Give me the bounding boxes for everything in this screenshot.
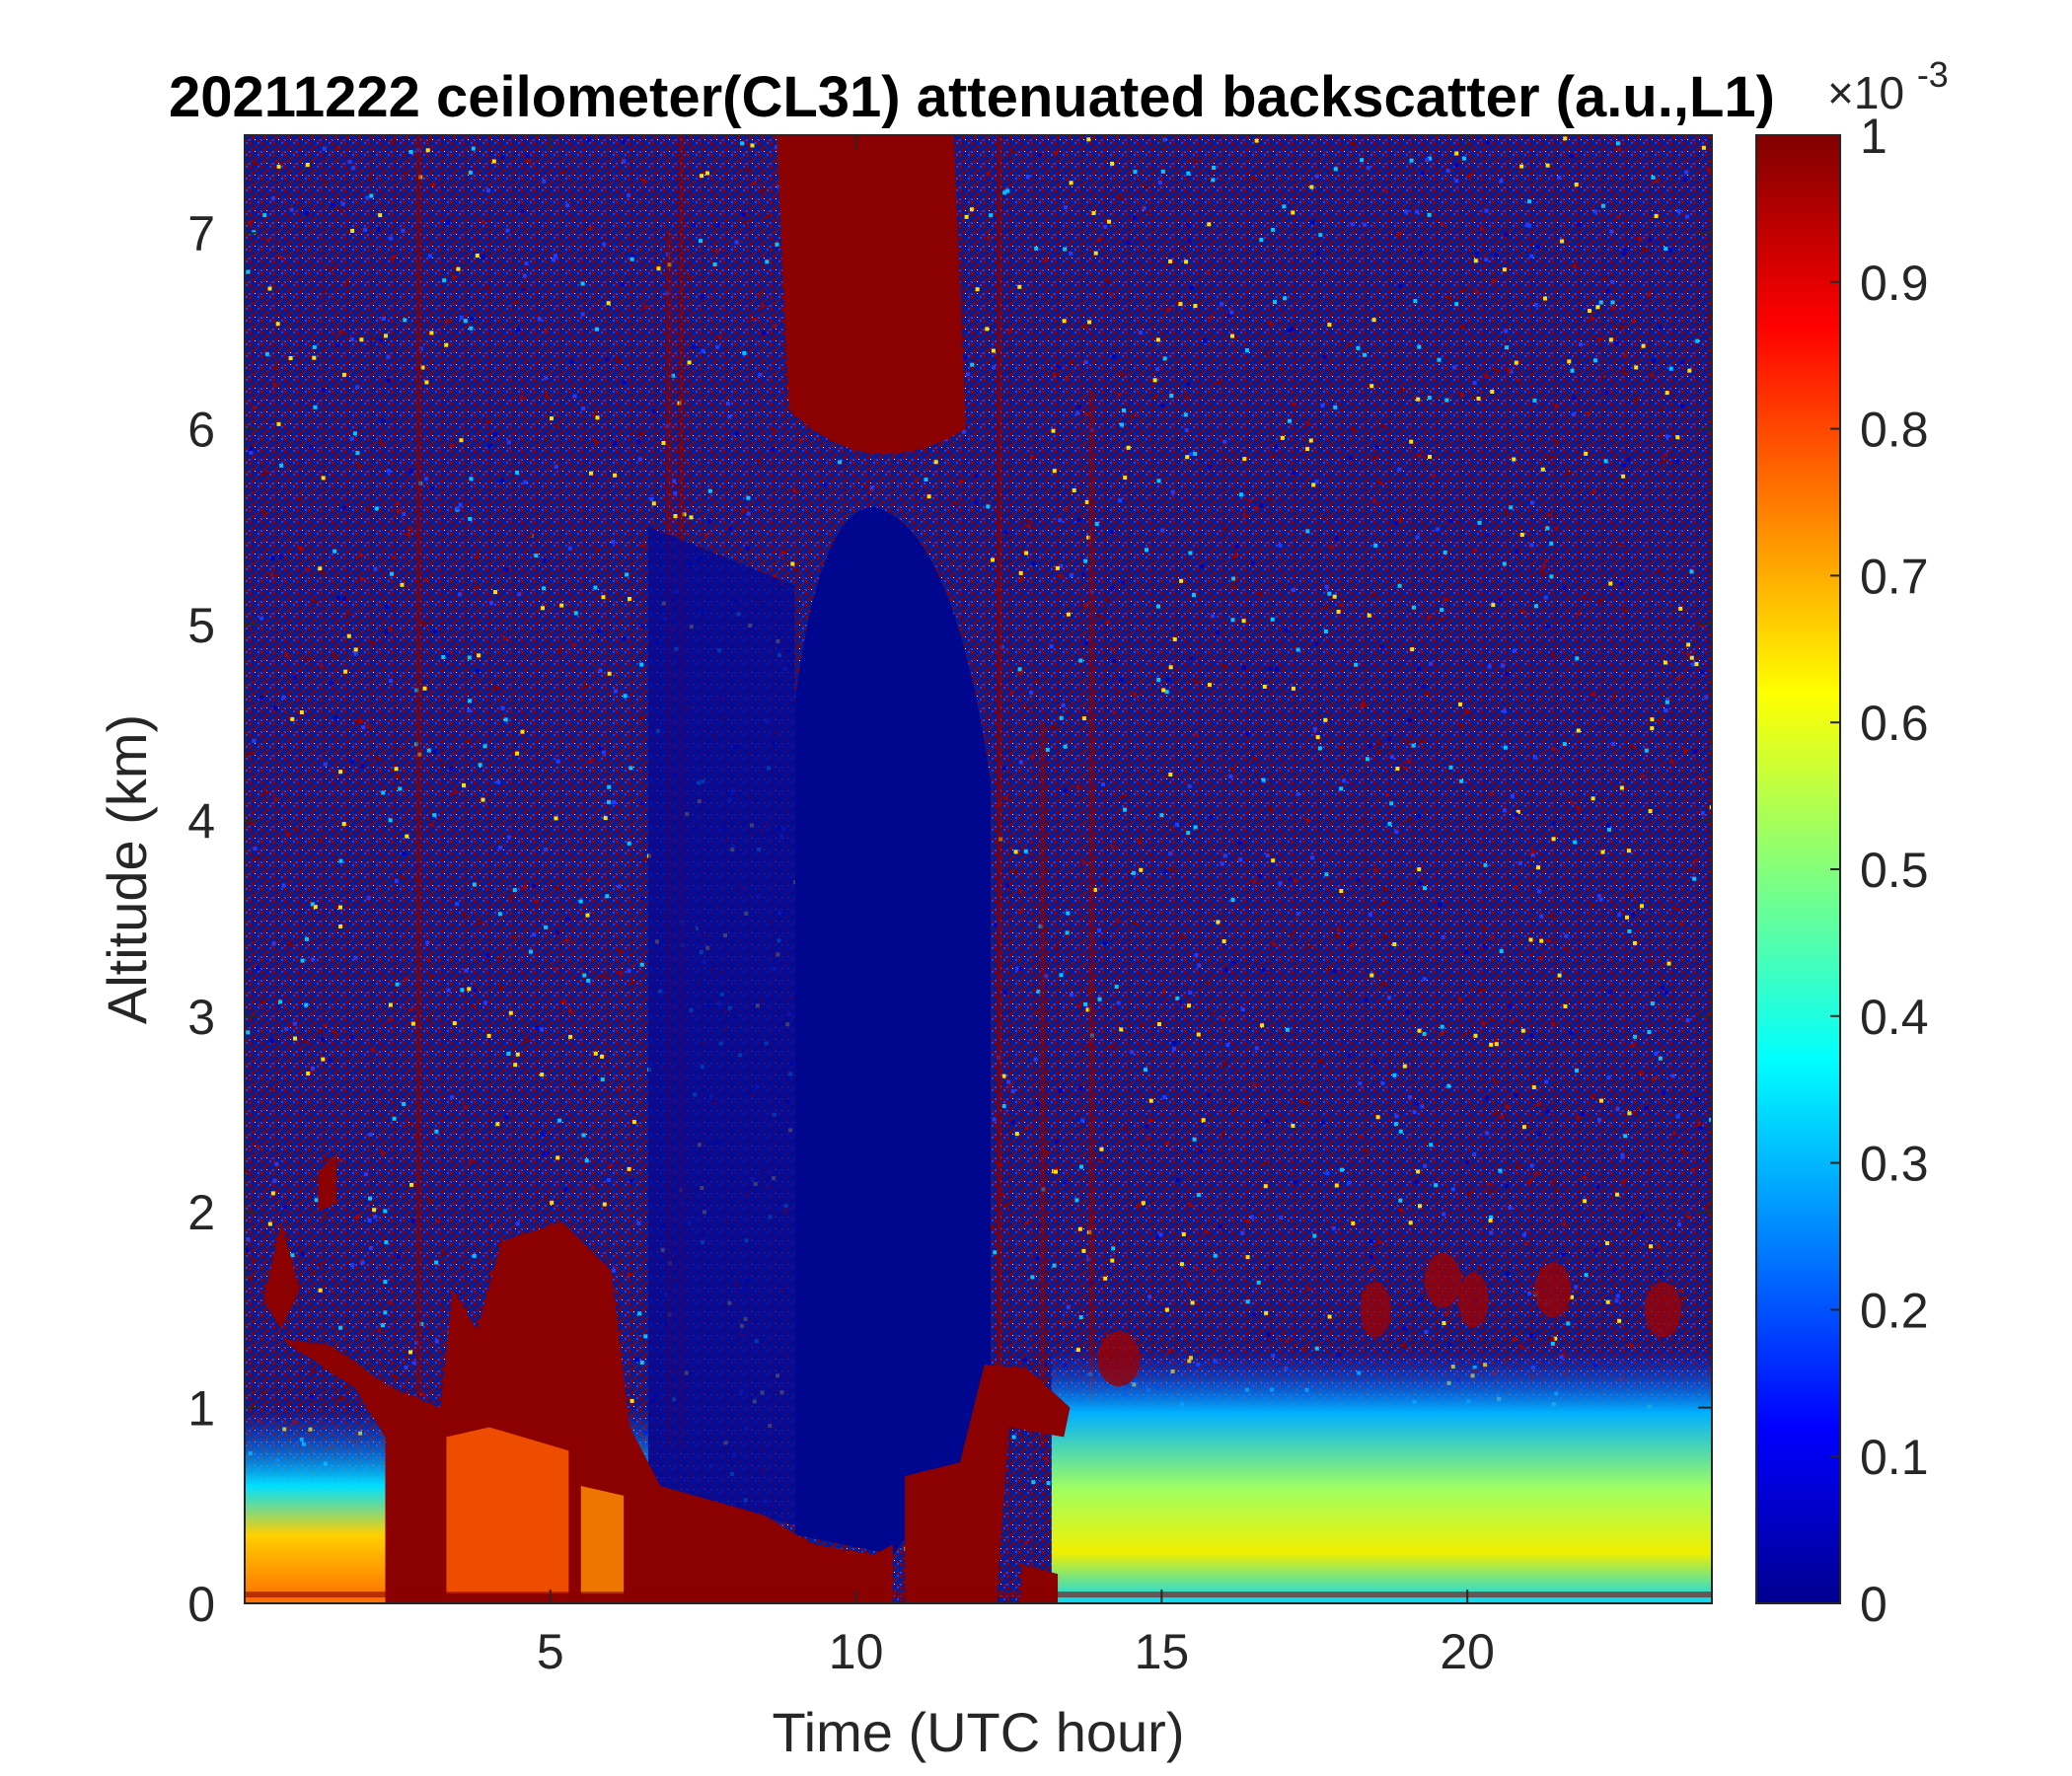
y-tick-label: 4 <box>187 793 215 849</box>
y-axis-label: Altitude (km) <box>96 714 158 1024</box>
colorbar-multiplier-exponent: -3 <box>1917 54 1949 95</box>
colorbar-tick-label: 0.6 <box>1860 696 1929 751</box>
elevated-cloud-patches <box>1097 1252 1681 1386</box>
y-tick-label: 3 <box>187 990 215 1045</box>
colorbar: 0 0.1 0.2 0.3 0.4 0.5 0.6 0.7 0.8 0.9 1 ×10 -3 <box>1755 54 1949 1632</box>
chart-title: 20211222 ceilometer(CL31) attenuated bac… <box>169 65 1775 129</box>
cloud-returns-left <box>262 1152 893 1603</box>
y-axis: 0 1 2 3 4 5 6 7 <box>187 206 1712 1632</box>
x-tick-label: 10 <box>829 1624 884 1679</box>
heatmap-plot-area <box>245 135 1712 1603</box>
y-tick-label: 1 <box>187 1381 215 1437</box>
colorbar-multiplier: ×10 -3 <box>1827 54 1949 118</box>
colorbar-tick-label: 0.1 <box>1860 1430 1929 1485</box>
colorbar-tick-label: 0.9 <box>1860 256 1929 311</box>
colorbar-tick-label: 0.4 <box>1860 990 1929 1045</box>
colorbar-multiplier-base: ×10 <box>1827 67 1904 118</box>
colorbar-tick-label: 0.2 <box>1860 1283 1929 1338</box>
x-axis: 5 10 15 20 <box>537 135 1495 1679</box>
saturated-upper-column <box>777 135 967 455</box>
colorbar-tick-label: 0.7 <box>1860 549 1929 604</box>
plot-frame <box>244 134 1713 1604</box>
colorbar-tick-label: 0.3 <box>1860 1137 1929 1192</box>
y-tick-label: 0 <box>187 1577 215 1632</box>
x-tick-label: 15 <box>1135 1624 1190 1679</box>
surface-return <box>245 1591 1712 1598</box>
y-tick-label: 2 <box>187 1185 215 1240</box>
y-tick-label: 7 <box>187 206 215 261</box>
colorbar-tick-label: 1 <box>1860 109 1887 164</box>
clear-air-region <box>794 506 991 1555</box>
x-tick-label: 20 <box>1440 1624 1495 1679</box>
boundary-layer-right <box>1051 1349 1712 1603</box>
colorbar-ticks: 0 0.1 0.2 0.3 0.4 0.5 0.6 0.7 0.8 0.9 1 <box>1830 109 1929 1632</box>
colorbar-tick-label: 0 <box>1860 1577 1887 1632</box>
colorbar-gradient <box>1755 134 1841 1604</box>
y-tick-label: 6 <box>187 403 215 458</box>
x-tick-label: 5 <box>537 1624 564 1679</box>
colorbar-tick-label: 0.8 <box>1860 403 1929 458</box>
x-axis-label: Time (UTC hour) <box>773 1701 1185 1763</box>
clear-air-region-left <box>647 526 795 1525</box>
colorbar-tick-label: 0.5 <box>1860 843 1929 898</box>
y-tick-label: 5 <box>187 598 215 653</box>
